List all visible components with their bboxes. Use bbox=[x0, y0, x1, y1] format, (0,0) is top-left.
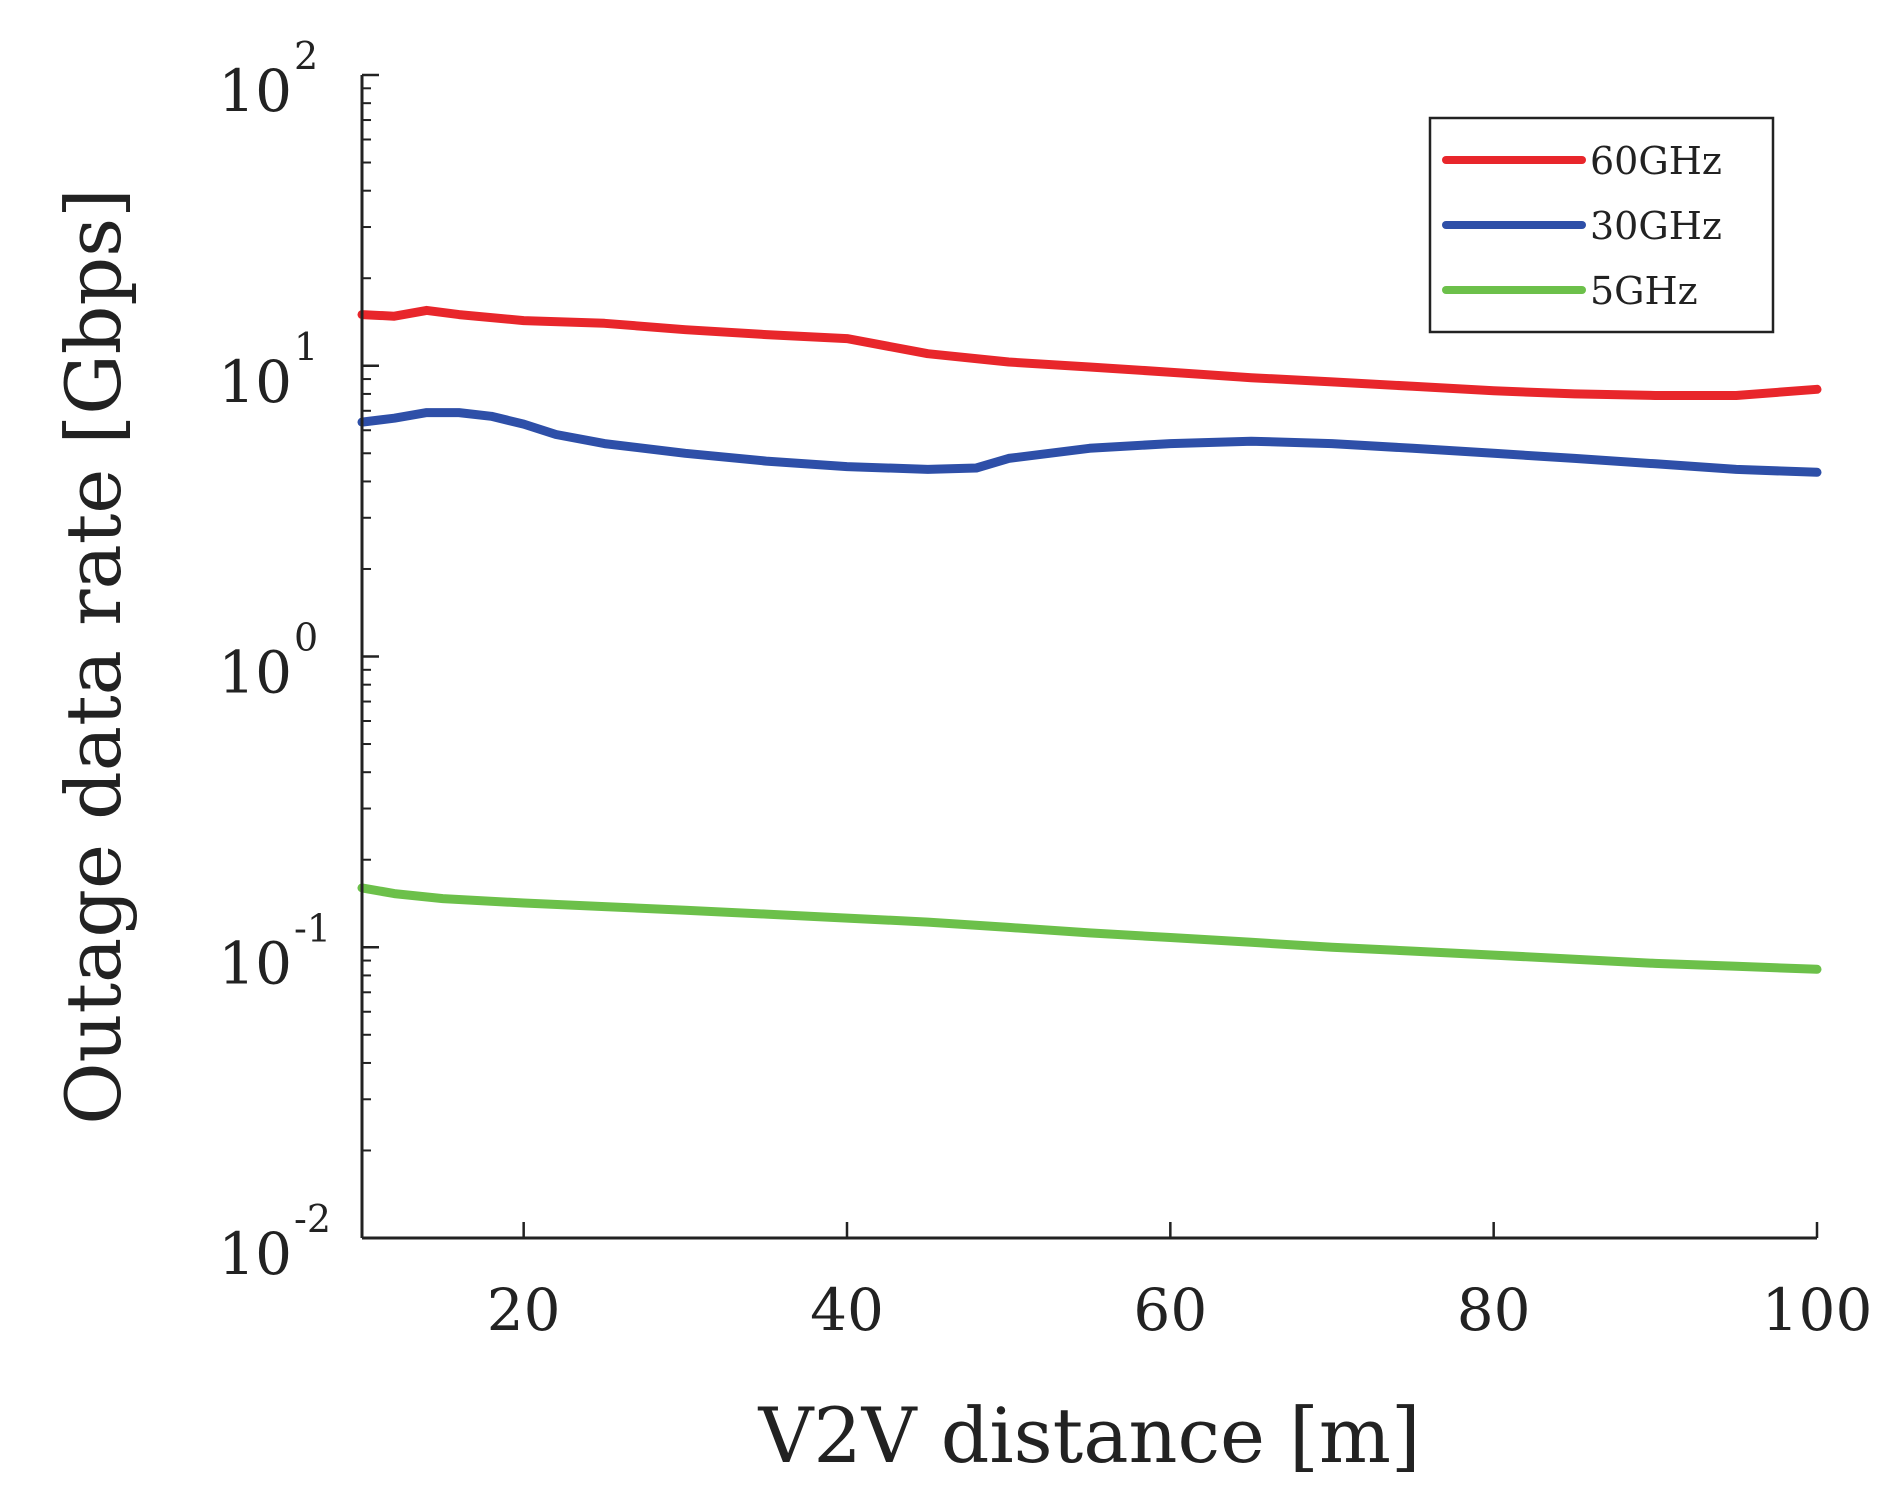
y-tick-label: 10 bbox=[218, 348, 292, 416]
x-ticks: 20 40 60 80 100 bbox=[487, 1222, 1873, 1344]
x-tick-label: 20 bbox=[487, 1276, 561, 1344]
x-tick-label: 40 bbox=[810, 1276, 884, 1344]
legend-label: 5GHz bbox=[1590, 269, 1698, 313]
series-line-5ghz bbox=[357, 883, 1822, 974]
y-tick-label: 10 bbox=[218, 639, 292, 707]
y-tick-label: 10 bbox=[218, 57, 292, 125]
y-tick-exponent: 2 bbox=[294, 34, 318, 78]
x-axis-title: V2V distance [m] bbox=[757, 1391, 1420, 1480]
x-tick-label: 100 bbox=[1762, 1276, 1873, 1344]
y-tick-exponent: -2 bbox=[294, 1197, 331, 1241]
series-line-30ghz bbox=[357, 408, 1822, 477]
x-tick-label: 80 bbox=[1457, 1276, 1531, 1344]
series-line-60ghz bbox=[357, 305, 1822, 400]
legend-items: 60GHz 30GHz 5GHz bbox=[1442, 139, 1722, 313]
y-tick-label: 10 bbox=[218, 1220, 292, 1288]
y-axis-title: Outage data rate [Gbps] bbox=[49, 188, 138, 1125]
legend-label: 60GHz bbox=[1590, 139, 1722, 183]
y-tick-label: 10 bbox=[218, 929, 292, 997]
legend: 60GHz 30GHz 5GHz bbox=[1428, 116, 1775, 334]
legend-label: 30GHz bbox=[1590, 204, 1722, 248]
series-layer bbox=[357, 305, 1822, 974]
y-tick-exponent: 0 bbox=[294, 616, 318, 660]
y-tick-exponent: 1 bbox=[294, 325, 318, 369]
y-tick-exponent: -1 bbox=[294, 906, 331, 950]
x-tick-label: 60 bbox=[1133, 1276, 1207, 1344]
